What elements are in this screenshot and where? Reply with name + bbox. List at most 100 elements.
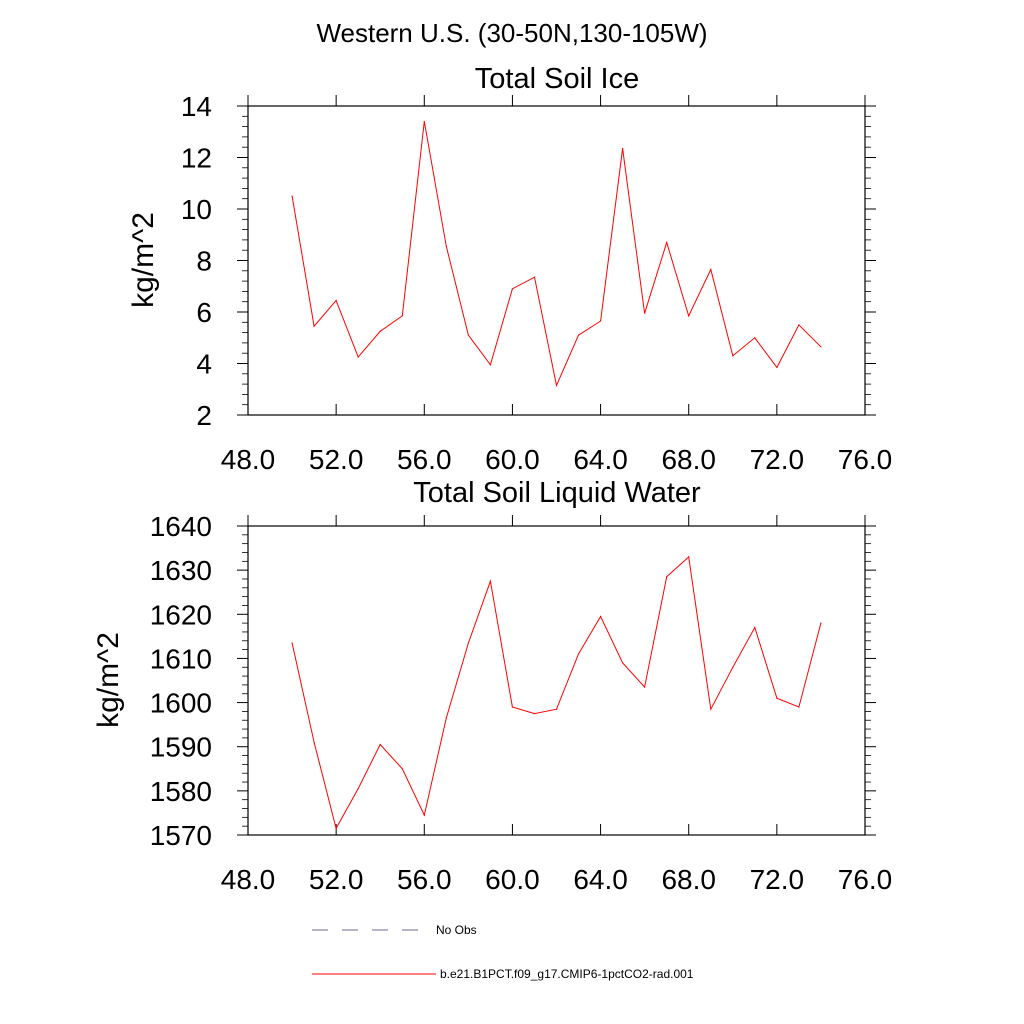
- y-tick-label: 10: [181, 194, 212, 225]
- data-point: [622, 662, 624, 664]
- series-layer: [291, 555, 822, 830]
- data-point: [622, 147, 624, 150]
- y-tick-labels: 2 4 6 8 10 12 14: [181, 91, 212, 431]
- x-tick-labels: 48.0 52.0 56.0 60.0 64.0 68.0 72.0 76.0: [221, 864, 893, 895]
- x-tick-label: 68.0: [661, 864, 716, 895]
- y-tick-label: 2: [196, 400, 212, 431]
- legend-label-no-obs: No Obs: [436, 923, 477, 937]
- y-tick-label: 1590: [150, 732, 212, 763]
- data-point: [335, 827, 337, 829]
- x-tick-label: 48.0: [221, 444, 276, 475]
- data-point: [313, 741, 315, 743]
- data-point: [776, 366, 778, 368]
- y-tick-label: 14: [181, 91, 212, 122]
- data-point: [710, 708, 712, 710]
- x-tick-label: 60.0: [485, 444, 540, 475]
- x-tick-label: 48.0: [221, 864, 276, 895]
- series-line: [291, 555, 822, 830]
- y-axis-label: kg/m^2: [127, 212, 160, 308]
- legend-label-model-run: b.e21.B1PCT.f09_g17.CMIP6-1pctCO2-rad.00…: [440, 967, 694, 981]
- y-tick-label: 6: [196, 297, 212, 328]
- plot-frame: [247, 105, 866, 416]
- series-line: [291, 121, 822, 388]
- y-axis-label: kg/m^2: [92, 632, 125, 728]
- data-point: [511, 706, 514, 708]
- data-point: [732, 355, 734, 357]
- chart-panel-soil-ice: Total Soil Ice kg/m^2 48.0 52.0 56.0 60.0 64…: [127, 63, 892, 475]
- tick-marks: [237, 95, 876, 416]
- data-point: [511, 288, 514, 290]
- data-point: [754, 337, 756, 339]
- y-tick-label: 4: [196, 349, 212, 380]
- x-tick-label: 56.0: [397, 864, 452, 895]
- data-point: [335, 299, 337, 302]
- data-point: [599, 320, 602, 322]
- x-tick-label: 56.0: [397, 444, 452, 475]
- main-title: Western U.S. (30-50N,130-105W): [316, 18, 707, 48]
- data-point: [666, 241, 668, 244]
- x-tick-label: 72.0: [750, 444, 805, 475]
- tick-marks: [237, 515, 876, 836]
- chart-title: Total Soil Ice: [475, 63, 639, 95]
- y-tick-label: 1570: [150, 820, 212, 851]
- y-tick-label: 1630: [150, 555, 212, 586]
- data-point: [555, 384, 558, 386]
- data-point: [489, 364, 491, 366]
- x-tick-labels: 48.0 52.0 56.0 60.0 64.0 68.0 72.0 76.0: [221, 444, 893, 475]
- x-tick-label: 52.0: [309, 864, 364, 895]
- data-point: [798, 324, 800, 326]
- data-point: [732, 666, 734, 668]
- data-point: [489, 580, 491, 582]
- data-point: [776, 697, 778, 699]
- data-point: [423, 814, 425, 816]
- data-point: [754, 626, 756, 629]
- data-point: [445, 717, 447, 719]
- x-tick-label: 52.0: [309, 444, 364, 475]
- data-point: [467, 334, 469, 336]
- x-tick-label: 76.0: [838, 864, 893, 895]
- data-point: [555, 708, 558, 710]
- data-point: [401, 768, 403, 770]
- data-point: [644, 312, 646, 314]
- data-point: [357, 788, 359, 790]
- chart-panel-soil-liquid-water: Total Soil Liquid Water kg/m^2 48.0 52.0 5…: [92, 477, 892, 895]
- chart-title: Total Soil Liquid Water: [413, 477, 701, 509]
- y-tick-labels: 1570 1580 1590 1600 1610 1620 1630 1640: [150, 511, 212, 851]
- data-point: [688, 556, 690, 558]
- data-point: [423, 120, 425, 123]
- data-point: [533, 713, 536, 715]
- y-tick-label: 1600: [150, 688, 212, 719]
- y-tick-label: 1580: [150, 776, 212, 807]
- y-tick-label: 12: [181, 143, 212, 174]
- data-point: [820, 622, 822, 624]
- data-point: [798, 706, 800, 708]
- plot-frame: [247, 525, 866, 836]
- data-point: [533, 276, 536, 278]
- y-tick-label: 8: [196, 246, 212, 277]
- data-point: [599, 615, 602, 618]
- data-point: [467, 642, 469, 644]
- data-point: [291, 642, 293, 644]
- data-point: [379, 330, 381, 332]
- data-point: [313, 325, 315, 327]
- data-point: [666, 576, 668, 578]
- x-tick-label: 72.0: [750, 864, 805, 895]
- data-point: [291, 195, 293, 197]
- x-tick-label: 76.0: [838, 444, 893, 475]
- x-tick-label: 68.0: [661, 444, 716, 475]
- series-layer: [291, 120, 822, 388]
- x-tick-label: 64.0: [573, 864, 628, 895]
- data-point: [357, 356, 359, 358]
- data-point: [577, 334, 580, 336]
- legend: No Obs b.e21.B1PCT.f09_g17.CMIP6-1pctCO2…: [312, 923, 694, 981]
- x-tick-label: 60.0: [485, 864, 540, 895]
- data-point: [445, 245, 447, 247]
- x-tick-label: 64.0: [573, 444, 628, 475]
- data-point: [688, 315, 690, 317]
- data-point: [710, 268, 712, 271]
- data-point: [644, 686, 646, 688]
- y-tick-label: 1640: [150, 511, 212, 542]
- data-point: [820, 346, 822, 348]
- y-tick-label: 1620: [150, 599, 212, 630]
